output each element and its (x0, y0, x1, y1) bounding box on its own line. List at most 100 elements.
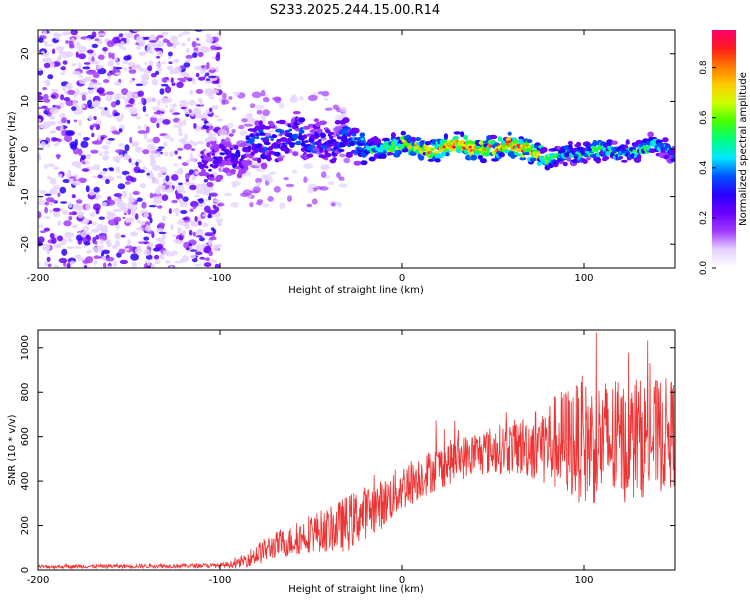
spectrogram-cell (177, 77, 186, 81)
spectrogram-cell (82, 161, 86, 164)
spectrogram-cell (128, 66, 133, 70)
spectrogram-cell (173, 43, 177, 49)
spectrogram-cell (337, 148, 345, 153)
spectrogram-cell (189, 157, 197, 162)
spectrogram-cell (42, 30, 47, 37)
spectrogram-cell (157, 184, 166, 190)
spectrogram-cell (179, 100, 188, 104)
spectrogram-cell (49, 232, 55, 239)
spectrogram-cell (88, 81, 95, 89)
spectrogram-cell (302, 134, 308, 139)
spectrogram-cell (452, 145, 456, 149)
spectrogram-cell (180, 137, 188, 142)
spectrogram-cell (103, 79, 110, 84)
spectrogram-cell (98, 216, 106, 220)
spectrogram-cell (273, 186, 281, 193)
spectrogram-cell (504, 150, 509, 154)
spectrogram-cell (518, 138, 524, 145)
spectrogram-cell (78, 62, 82, 69)
spectrogram-cell (94, 100, 101, 106)
spectrogram-cell (141, 201, 147, 209)
spectrogram-cell (358, 138, 366, 144)
spectrogram-cell (68, 216, 73, 221)
spectrogram-cell (106, 72, 112, 77)
spectrogram-cell (173, 261, 183, 264)
spectrogram-cell (209, 66, 215, 71)
spectrogram-cell (38, 190, 47, 194)
spectrogram-cell (400, 130, 406, 136)
spectrogram-cell (308, 146, 312, 150)
spectrogram-cell (40, 230, 46, 234)
spectrogram-cell (80, 230, 87, 238)
spectrogram-cell (111, 130, 119, 135)
spectrogram-cell (59, 113, 66, 119)
spectrogram-cell (304, 140, 309, 143)
spectrogram-cell (268, 135, 273, 139)
spectrogram-cell (317, 139, 322, 143)
spectrogram-cell (38, 142, 42, 146)
spectrogram-cell (296, 141, 301, 145)
spectrogram-cell (99, 239, 105, 245)
spectrogram-y-label: Frequency (Hz) (7, 111, 18, 187)
spectrogram-cell (278, 102, 285, 109)
spectrogram-cell (169, 104, 177, 107)
spectrogram-cell (62, 210, 69, 215)
spectrogram-cell (44, 201, 50, 206)
spectrogram-cell (279, 202, 286, 210)
spectrogram-cell (359, 132, 366, 138)
spectrogram-cell (60, 124, 64, 131)
spectrogram-cell (150, 263, 155, 268)
spectrogram-cell (134, 247, 143, 254)
spectrogram-cell (497, 136, 503, 142)
spectrogram-cell (129, 98, 135, 105)
spectrogram-cell (85, 38, 91, 41)
spectrogram-cell (149, 40, 157, 43)
spectrogram-cell (268, 171, 276, 176)
spectrogram-cell (270, 121, 275, 128)
spectrogram-cell (210, 89, 220, 94)
spectrogram-cell (118, 128, 123, 133)
spectrogram-cell (536, 161, 542, 167)
spectrogram-cell (129, 192, 133, 200)
spectrogram-cell (161, 194, 169, 202)
spectrogram-cell (146, 45, 153, 53)
spectrogram-cell (155, 243, 164, 250)
spectrogram-cell (48, 209, 53, 214)
spectrogram-cell (128, 158, 132, 163)
spectrogram-cell (216, 174, 224, 180)
spectrogram-cell (137, 90, 144, 97)
spectrogram-cell (106, 40, 115, 48)
spectrogram-cell (92, 246, 101, 253)
spectrogram-cell (619, 156, 624, 160)
spectrogram-cell (137, 169, 145, 173)
spectrogram-cell (131, 112, 138, 115)
spectrogram-cell (161, 233, 166, 240)
spectrogram-cell (74, 246, 82, 249)
spectrogram-cell (195, 113, 203, 119)
spectrogram-cell (206, 141, 211, 148)
spectrogram-cell (143, 212, 149, 218)
snr-y-tick-label: 400 (20, 472, 31, 491)
spectrogram-cell (45, 44, 54, 47)
spectrogram-cell (267, 196, 274, 202)
spectrogram-cell (596, 152, 600, 155)
spectrogram-cell (210, 136, 217, 142)
spectrogram-cell (107, 138, 115, 141)
spectrogram-cell (53, 244, 62, 249)
spectrogram-cell (414, 137, 422, 142)
spectrogram-cell (111, 52, 115, 60)
spectrogram-cell (173, 238, 180, 244)
spectrogram-cell (179, 121, 184, 127)
spectrogram-cell (131, 210, 136, 218)
spectrogram-cell (410, 136, 416, 143)
spectrogram-cell (99, 152, 103, 157)
spectrogram-cell (358, 147, 363, 151)
spectrogram-cell (268, 129, 275, 134)
spectrogram-cell (217, 202, 225, 207)
spectrogram-cell (101, 145, 110, 150)
spectrogram-cell (119, 154, 124, 159)
spectrogram-cell (88, 69, 97, 73)
spectrogram-cell (44, 206, 48, 214)
spectrogram-cell (99, 170, 107, 175)
spectrogram-cell (77, 75, 84, 78)
